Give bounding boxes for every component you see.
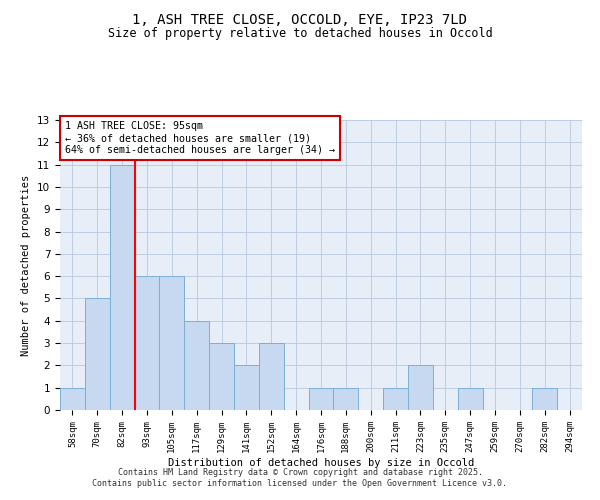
Text: Contains HM Land Registry data © Crown copyright and database right 2025.
Contai: Contains HM Land Registry data © Crown c… <box>92 468 508 487</box>
Bar <box>209 343 234 410</box>
Bar <box>234 366 259 410</box>
Bar <box>184 321 209 410</box>
Bar <box>60 388 85 410</box>
Bar <box>85 298 110 410</box>
Text: Size of property relative to detached houses in Occold: Size of property relative to detached ho… <box>107 28 493 40</box>
Bar <box>408 366 433 410</box>
Bar <box>110 164 134 410</box>
Bar <box>334 388 358 410</box>
Bar <box>458 388 482 410</box>
Bar <box>259 343 284 410</box>
Bar <box>383 388 408 410</box>
Text: 1, ASH TREE CLOSE, OCCOLD, EYE, IP23 7LD: 1, ASH TREE CLOSE, OCCOLD, EYE, IP23 7LD <box>133 12 467 26</box>
Bar <box>308 388 334 410</box>
X-axis label: Distribution of detached houses by size in Occold: Distribution of detached houses by size … <box>168 458 474 468</box>
Text: 1 ASH TREE CLOSE: 95sqm
← 36% of detached houses are smaller (19)
64% of semi-de: 1 ASH TREE CLOSE: 95sqm ← 36% of detache… <box>65 122 335 154</box>
Bar <box>160 276 184 410</box>
Bar <box>532 388 557 410</box>
Bar <box>134 276 160 410</box>
Y-axis label: Number of detached properties: Number of detached properties <box>22 174 31 356</box>
